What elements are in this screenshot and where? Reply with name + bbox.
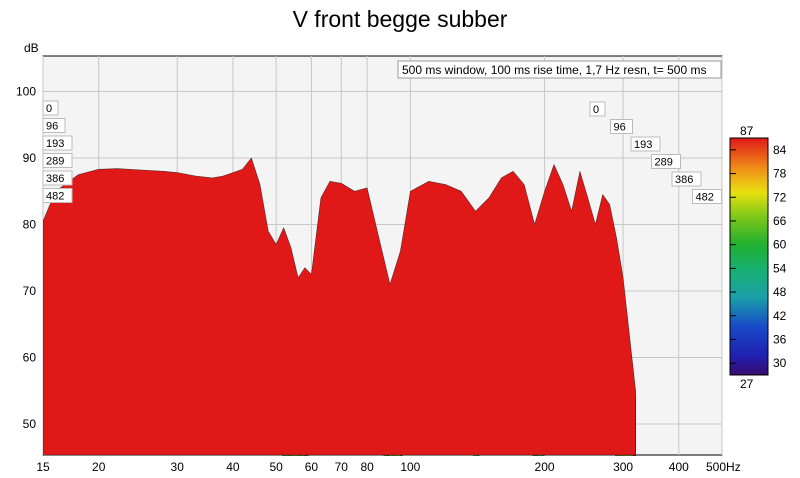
- colorbar-tick-label: 36: [773, 332, 787, 346]
- colorbar-max-label: 87: [740, 124, 754, 138]
- y-axis-ticks: 50 60 70 80 90 100: [16, 85, 36, 432]
- settings-box: [397, 60, 722, 79]
- x-axis-ticks: 15 20 30 40 50 60 70 80 100 200 300 400 500Hz: [36, 460, 740, 474]
- waterfall-slice: [43, 157, 636, 456]
- time-label-left: 289: [46, 156, 64, 168]
- time-label-box: [42, 118, 66, 133]
- time-label-box: [42, 153, 73, 168]
- x-tick-label: 30: [171, 460, 185, 474]
- colorbar-ticks: 84 78 72 66 60 54 48 42 36 30: [730, 143, 787, 370]
- time-label-right: 96: [614, 122, 626, 134]
- time-label-left: 96: [46, 121, 58, 133]
- x-tick-label: 70: [335, 460, 349, 474]
- colorbar: [729, 137, 769, 376]
- colorbar-tick-label: 48: [773, 285, 787, 299]
- y-tick-label: 100: [16, 85, 36, 99]
- y-tick-label: 70: [23, 284, 37, 298]
- time-label-box: [630, 136, 661, 152]
- x-tick-label: 400: [669, 460, 689, 474]
- time-label-right: 482: [696, 192, 714, 204]
- y-tick-label: 50: [23, 417, 37, 431]
- x-tick-label: 15: [36, 460, 50, 474]
- time-label-right: 193: [634, 139, 652, 151]
- colorbar-tick-label: 54: [773, 261, 787, 275]
- time-label-box: [692, 189, 722, 204]
- time-label-left: 482: [46, 191, 64, 203]
- time-label-box: [42, 100, 59, 116]
- x-tick-label: 100: [400, 460, 420, 474]
- time-label-box: [671, 171, 702, 187]
- time-label-left: 193: [46, 138, 64, 150]
- time-label-box: [42, 135, 73, 151]
- x-tick-label: 200: [535, 460, 555, 474]
- x-tick-label: 300: [613, 460, 633, 474]
- colorbar-tick-label: 30: [773, 356, 787, 370]
- x-tick-label: 20: [92, 460, 106, 474]
- time-label-right: 386: [675, 174, 693, 186]
- time-label-box: [589, 101, 606, 117]
- y-axis-label: dB: [24, 41, 39, 55]
- x-tick-label: 80: [360, 460, 374, 474]
- time-label-right: 0: [593, 104, 599, 116]
- time-label-box: [42, 170, 73, 186]
- y-tick-label: 60: [23, 351, 37, 365]
- x-tick-label: 40: [226, 460, 240, 474]
- x-tick-label: 60: [305, 460, 319, 474]
- time-label-right: 289: [655, 157, 673, 169]
- time-label-box: [42, 188, 73, 203]
- colorbar-tick-label: 84: [773, 143, 787, 157]
- y-tick-label: 80: [23, 218, 37, 232]
- time-label-left: 0: [46, 103, 52, 115]
- y-tick-label: 90: [23, 151, 37, 165]
- colorbar-tick-label: 42: [773, 309, 787, 323]
- colorbar-tick-label: 66: [773, 214, 787, 228]
- time-label-box: [610, 119, 633, 134]
- x-tick-label: 500Hz: [706, 460, 741, 474]
- time-label-left: 386: [46, 173, 64, 185]
- colorbar-tick-label: 60: [773, 238, 787, 252]
- colorbar-tick-label: 72: [773, 190, 787, 204]
- colorbar-min-label: 27: [740, 377, 754, 391]
- colorbar-tick-label: 78: [773, 167, 787, 181]
- chart-title: V front begge subber: [292, 6, 508, 32]
- time-label-box: [651, 154, 681, 169]
- x-tick-label: 50: [269, 460, 283, 474]
- settings-text: 500 ms window, 100 ms rise time, 1,7 Hz …: [402, 63, 706, 77]
- waterfall-surface: [43, 157, 636, 456]
